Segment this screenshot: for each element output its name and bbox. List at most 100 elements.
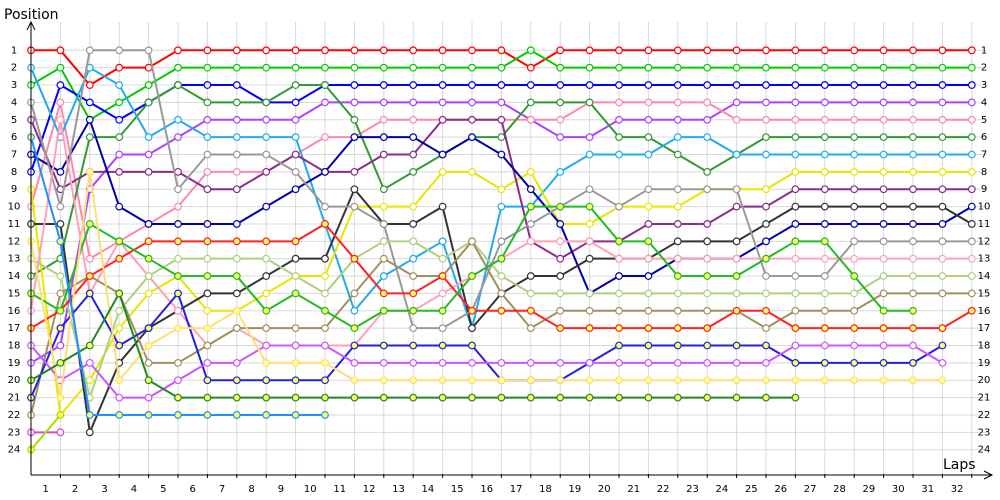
lap-marker [644, 150, 653, 159]
y-tick-label-right: 23 [978, 427, 991, 438]
lap-marker [879, 98, 888, 107]
x-tick-label: 7 [219, 484, 225, 495]
lap-marker [791, 46, 800, 55]
lap-marker [556, 63, 565, 72]
lap-marker [850, 376, 859, 385]
lap-marker [938, 358, 947, 367]
lap-marker [85, 98, 94, 107]
lap-marker [585, 150, 594, 159]
y-tick-label: 6 [11, 132, 17, 143]
lap-marker [438, 46, 447, 55]
lap-marker [762, 289, 770, 298]
lap-marker [909, 63, 917, 72]
lap-marker [703, 133, 712, 142]
lap-marker [820, 46, 829, 55]
lap-marker [350, 63, 359, 72]
lap-marker [203, 133, 212, 142]
lap-marker [644, 81, 653, 89]
lap-marker [497, 46, 506, 55]
x-tick-label: 6 [190, 484, 196, 495]
y-tick-label-right: 20 [978, 375, 991, 386]
lap-marker [468, 81, 476, 89]
lap-marker [909, 115, 917, 124]
lap-marker [85, 254, 94, 263]
lap-marker [232, 46, 241, 55]
lap-marker [409, 393, 418, 402]
lap-marker [820, 98, 829, 107]
lap-marker [850, 202, 859, 211]
x-tick-label: 17 [510, 484, 523, 495]
lap-marker [909, 272, 917, 280]
lap-marker [762, 220, 770, 228]
y-tick-label: 4 [11, 97, 17, 108]
lap-marker [321, 167, 329, 176]
y-tick-label-right: 4 [981, 97, 987, 108]
lap-marker [850, 272, 859, 280]
lap-marker [938, 115, 947, 124]
lap-marker [791, 98, 800, 107]
lap-marker [321, 358, 329, 367]
lap-marker [409, 324, 418, 333]
lap-marker [379, 237, 388, 246]
lap-marker [556, 376, 565, 385]
lap-marker [820, 324, 829, 333]
lap-marker [673, 81, 682, 89]
lap-marker [409, 202, 418, 211]
y-tick-label-right: 19 [978, 358, 991, 369]
lap-marker [409, 150, 418, 159]
lap-marker [438, 272, 447, 280]
lap-marker [468, 393, 476, 402]
lap-marker [820, 237, 829, 246]
lap-marker [644, 98, 653, 107]
lap-marker [291, 167, 300, 176]
lap-marker [615, 254, 623, 263]
lap-marker [291, 133, 300, 142]
y-tick-label-right: 13 [978, 254, 991, 265]
lap-marker [291, 98, 300, 107]
lap-marker [909, 324, 917, 333]
lap-marker [291, 376, 300, 385]
lap-marker [820, 150, 829, 159]
lap-marker [938, 289, 947, 298]
lap-marker [673, 358, 682, 367]
lap-marker [409, 341, 418, 350]
y-tick-label: 1 [11, 45, 17, 56]
lap-marker [879, 324, 888, 333]
series-line [30, 414, 62, 451]
lap-marker [174, 202, 182, 211]
lap-marker [262, 376, 271, 385]
y-tick-label: 18 [8, 341, 21, 352]
lap-marker [879, 115, 888, 124]
lap-marker [556, 133, 565, 142]
lap-marker [379, 150, 388, 159]
x-tick-label: 30 [892, 484, 905, 495]
lap-marker [409, 358, 418, 367]
lap-marker [468, 167, 476, 176]
lap-marker [938, 220, 947, 228]
lap-marker [468, 46, 476, 55]
lap-marker [791, 341, 800, 350]
lap-marker [409, 254, 418, 263]
lap-marker [556, 272, 565, 280]
lap-marker [879, 289, 888, 298]
lap-marker [762, 306, 770, 315]
lap-marker [703, 272, 712, 280]
lap-marker [703, 63, 712, 72]
lap-marker [56, 202, 65, 211]
lap-marker [291, 115, 300, 124]
lap-marker [850, 341, 859, 350]
lap-marker [438, 202, 447, 211]
lap-marker [409, 289, 418, 298]
lap-marker [438, 306, 447, 315]
x-tick-label: 13 [392, 484, 405, 495]
lap-marker [967, 63, 976, 72]
lap-marker [409, 167, 418, 176]
lap-marker [850, 289, 859, 298]
lap-marker [350, 393, 359, 402]
lap-marker [115, 167, 124, 176]
lap-marker [350, 98, 359, 107]
lap-marker [644, 393, 653, 402]
lap-marker [673, 254, 682, 263]
lap-marker [879, 254, 888, 263]
